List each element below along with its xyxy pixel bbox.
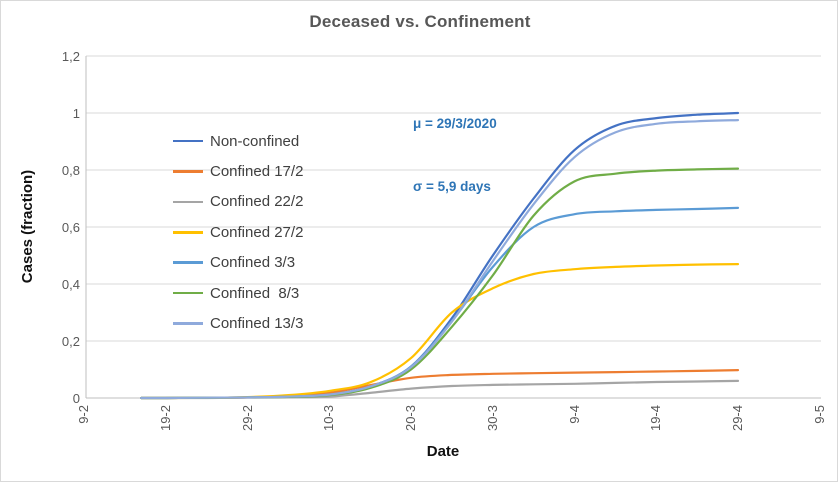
legend-item-confined-22-2[interactable]: Confined 22/2	[173, 187, 303, 217]
legend-label: Non-confined	[210, 132, 300, 150]
annotation-mu: μ = 29/3/2020	[413, 116, 497, 131]
legend-item-confined-8-3[interactable]: Confined 8/3	[173, 278, 303, 308]
x-tick-label: 29-4	[730, 405, 745, 432]
legend-line-swatch	[173, 322, 203, 325]
y-tick-label: 0,2	[61, 334, 80, 349]
chart-annotation: μ = 29/3/2020 σ = 5,9 days	[413, 71, 497, 239]
x-tick-label: 20-3	[403, 405, 418, 432]
y-tick-label: 0,6	[61, 220, 80, 235]
legend-item-confined-17-2[interactable]: Confined 17/2	[173, 156, 303, 186]
x-tick-label: 19-4	[648, 405, 664, 432]
legend-line-swatch	[173, 200, 203, 204]
legend-label: Confined 22/2	[210, 193, 304, 211]
legend-item-confined-3-3[interactable]: Confined 3/3	[173, 248, 303, 278]
legend-line-swatch	[173, 261, 203, 265]
x-tick-label: 10-3	[321, 405, 337, 432]
legend: Non-confined Confined 17/2 Confined 22/2 Co…	[173, 126, 303, 339]
legend-label: Confined 17/2	[210, 163, 304, 181]
x-tick-label: 9-5	[811, 405, 827, 424]
legend-label: Confined 3/3	[210, 254, 296, 272]
legend-item-non-confined[interactable]: Non-confined	[173, 126, 303, 156]
y-tick-label: 0	[72, 391, 80, 406]
legend-item-confined-13-3[interactable]: Confined 13/3	[173, 308, 303, 338]
series-line-confined-22-2[interactable]	[140, 379, 740, 400]
chart-title: Deceased vs. Confinement	[309, 12, 531, 31]
legend-label: Confined 13/3	[210, 315, 304, 333]
series-line-confined-13-3[interactable]	[140, 119, 740, 400]
y-tick-label: 1	[72, 106, 80, 121]
x-tick-label: 30-3	[484, 405, 500, 432]
x-tick-label: 29-2	[239, 405, 255, 432]
annotation-sigma: σ = 5,9 days	[413, 179, 491, 194]
x-axis-title: Date	[426, 443, 460, 460]
series-line-confined-17-2[interactable]	[140, 369, 740, 400]
legend-item-confined-27-2[interactable]: Confined 27/2	[173, 217, 303, 247]
legend-line-swatch	[173, 170, 203, 173]
legend-line-swatch	[173, 291, 203, 295]
legend-label: Confined 8/3	[210, 284, 300, 302]
y-tick-label: 0,8	[61, 163, 80, 178]
legend-line-swatch	[173, 139, 203, 143]
y-tick-label: 0,4	[61, 277, 80, 292]
x-tick-label: 9-2	[76, 405, 91, 424]
x-tick-label: 19-2	[157, 405, 173, 432]
x-tick-label: 9-4	[566, 405, 582, 424]
legend-label: Confined 27/2	[210, 223, 304, 241]
legend-line-swatch	[173, 231, 203, 234]
y-tick-label: 1,2	[61, 49, 80, 64]
